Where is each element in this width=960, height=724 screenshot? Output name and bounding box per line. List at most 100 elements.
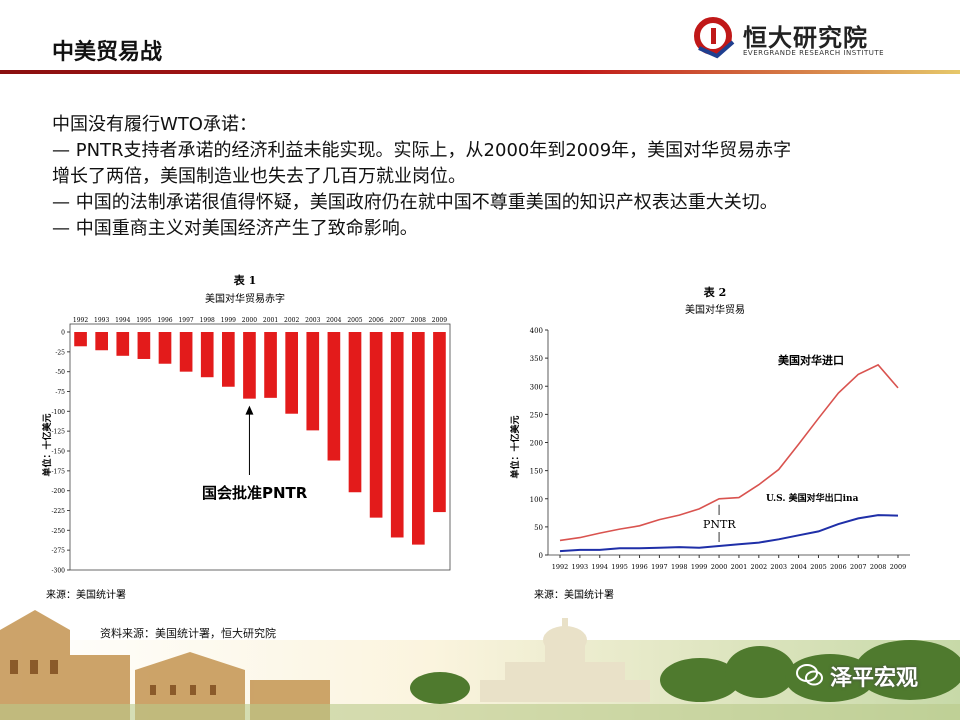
chart-note: 来源：美国统计署: [46, 588, 126, 601]
x-tick-label: 2005: [347, 317, 362, 324]
bar: [200, 332, 214, 378]
y-tick-label: 150: [530, 468, 543, 476]
bar: [412, 332, 425, 545]
y-tick-label: -100: [52, 409, 66, 416]
y-tick-label: -175: [52, 468, 66, 475]
y-axis-label: 单位：十亿美元: [510, 415, 521, 478]
exports-series-line: [559, 514, 899, 553]
x-tick-label: 1998: [671, 563, 688, 571]
x-tick-label: 1999: [221, 317, 236, 324]
x-tick-label: 2009: [890, 563, 907, 571]
body-line: 增长了两倍，美国制造业也失去了几百万就业岗位。: [52, 166, 466, 187]
bar: [137, 332, 151, 359]
y-tick-label: 0: [61, 330, 65, 337]
y-tick-label: -125: [52, 429, 66, 436]
x-tick-label: 2004: [326, 317, 341, 324]
x-tick-label: 2008: [411, 317, 426, 324]
source-note: 资料来源：美国统计署，恒大研究院: [100, 627, 276, 640]
y-tick-label: -50: [55, 369, 65, 376]
bar: [74, 332, 87, 347]
brand-logo: 恒大研究院 EVERGRANDE RESEARCH INSTITUTE: [693, 16, 893, 60]
deficit-chart-panel: 表 1 美国对华贸易赤字 单位：十亿美元 来源：美国统计署 国会批准PNTR 0…: [40, 270, 460, 605]
annotation-arrowhead: [245, 405, 254, 415]
x-tick-label: 2007: [390, 317, 405, 324]
bar: [390, 332, 404, 538]
x-tick-label: 2006: [830, 563, 847, 571]
x-tick-label: 2002: [751, 563, 768, 571]
y-tick-label: -150: [52, 449, 66, 456]
evergrande-logo-icon: [694, 17, 735, 59]
x-tick-label: 2000: [242, 317, 257, 324]
bar: [306, 332, 320, 431]
x-tick-label: 2003: [305, 317, 320, 324]
y-tick-label: 350: [530, 355, 543, 363]
x-tick-label: 2005: [810, 563, 827, 571]
body-line: — 中国的法制承诺很值得怀疑，美国政府仍在就中国不尊重美国的知识产权表达重大关切…: [52, 192, 778, 213]
x-tick-label: 1995: [136, 317, 151, 324]
slide-title: 中美贸易战: [52, 40, 163, 65]
trade-line-chart-panel: 表 2 美国对华贸易 单位：十亿美元 来源：美国统计署 美国对华进口 U.S. …: [509, 282, 920, 607]
header-divider: [0, 70, 960, 74]
body-line: 中国没有履行WTO承诺：: [52, 114, 257, 135]
y-tick-label: -25: [55, 349, 65, 356]
slide-header: 中美贸易战 恒大研究院 EVERGRANDE RESEARCH INSTITUT…: [0, 0, 960, 72]
x-tick-label: 1992: [73, 317, 88, 324]
bar: [158, 332, 172, 364]
x-tick-label: 2009: [432, 317, 447, 324]
chart-note: 来源：美国统计署: [534, 588, 614, 601]
bar: [222, 332, 235, 387]
x-tick-label: 1997: [178, 317, 193, 324]
x-tick-label: 1996: [157, 317, 172, 324]
buildings-illustration: [0, 610, 960, 720]
x-tick-label: 2006: [368, 317, 383, 324]
imports-series-line: [559, 363, 899, 542]
x-tick-label: 2007: [850, 563, 867, 571]
pntr-annotation: 国会批准PNTR: [202, 484, 308, 502]
y-tick-label: -225: [52, 508, 66, 515]
bar: [348, 332, 362, 493]
chart-title: 表 2: [703, 285, 726, 299]
x-tick-label: 1998: [200, 317, 215, 324]
bar: [264, 332, 277, 398]
y-tick-label: 300: [530, 383, 543, 391]
logo-name: 恒大研究院: [743, 24, 868, 52]
footer-decoration: [0, 600, 960, 720]
y-tick-label: 100: [530, 496, 543, 504]
x-tick-label: 1996: [631, 563, 648, 571]
x-tick-label: 2000: [711, 563, 728, 571]
x-tick-label: 2003: [770, 563, 787, 571]
plot-frame: [69, 323, 451, 571]
x-tick-label: 2004: [790, 563, 807, 571]
x-tick-label: 1992: [552, 563, 569, 571]
wechat-icon: [796, 664, 823, 686]
watermark-label: 泽平宏观: [830, 666, 919, 691]
chart-subtitle: 美国对华贸易: [685, 303, 745, 316]
x-tick-label: 2001: [731, 563, 748, 571]
body-line: — PNTR支持者承诺的经济利益未能实现。实际上，从2000年到2009年，美国…: [52, 140, 792, 161]
x-tick-label: 1997: [651, 563, 668, 571]
chart-subtitle: 美国对华贸易赤字: [205, 292, 285, 305]
x-tick-label: 2001: [263, 317, 278, 324]
y-tick-label: 50: [534, 524, 543, 532]
y-tick-label: 400: [530, 327, 543, 335]
pntr-annotation: PNTR: [703, 518, 736, 531]
y-tick-label: 0: [539, 552, 543, 560]
x-tick-label: 2002: [284, 317, 299, 324]
bar: [116, 332, 130, 356]
deficit-bar-chart: 表 1 美国对华贸易赤字 单位：十亿美元 来源：美国统计署 国会批准PNTR 0…: [41, 273, 451, 601]
body-text: 中国没有履行WTO承诺： — PNTR支持者承诺的经济利益未能实现。实际上，从2…: [52, 112, 932, 242]
x-tick-label: 1993: [94, 317, 109, 324]
trade-line-chart: 表 2 美国对华贸易 单位：十亿美元 来源：美国统计署 美国对华进口 U.S. …: [509, 285, 910, 601]
y-tick-label: -300: [52, 568, 66, 575]
bar: [433, 332, 446, 513]
x-tick-label: 1994: [591, 563, 608, 571]
bar: [369, 332, 383, 518]
body-line: — 中国重商主义对美国经济产生了致命影响。: [52, 218, 418, 239]
x-tick-label: 1995: [611, 563, 628, 571]
bar: [285, 332, 298, 414]
y-tick-label: -250: [52, 528, 66, 535]
x-tick-label: 1994: [115, 317, 130, 324]
x-tick-label: 2008: [870, 563, 887, 571]
y-tick-label: 250: [530, 411, 543, 419]
bar: [243, 332, 256, 399]
